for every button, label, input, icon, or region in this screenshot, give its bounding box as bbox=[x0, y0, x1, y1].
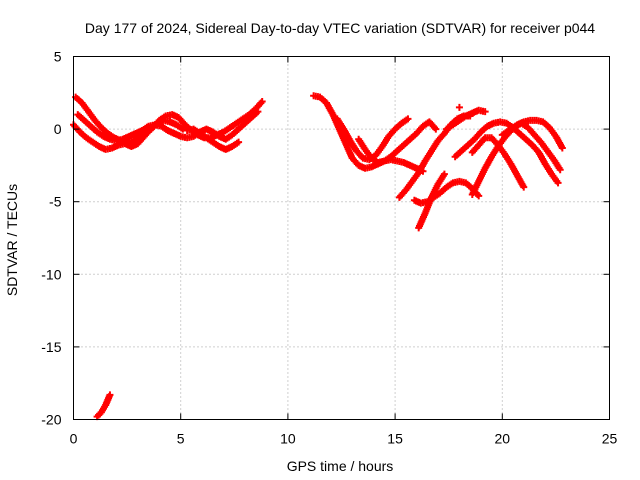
y-tick-label: 5 bbox=[54, 49, 62, 65]
series-track-16 bbox=[93, 391, 114, 421]
x-tick-label: 25 bbox=[602, 431, 618, 447]
x-tick-label: 20 bbox=[495, 431, 511, 447]
x-tick-label: 15 bbox=[387, 431, 403, 447]
data-point bbox=[558, 144, 566, 152]
data-point bbox=[258, 98, 266, 106]
series-track-4 bbox=[183, 125, 243, 153]
data-points bbox=[70, 92, 566, 421]
x-axis-label: GPS time / hours bbox=[287, 458, 394, 474]
chart-title: Day 177 of 2024, Sidereal Day-to-day VTE… bbox=[85, 20, 595, 36]
x-tick-label: 5 bbox=[177, 431, 185, 447]
data-point bbox=[440, 170, 448, 178]
grid-lines bbox=[73, 56, 610, 420]
y-tick-label: -20 bbox=[41, 412, 61, 428]
y-tick-label: 0 bbox=[54, 121, 62, 137]
data-point bbox=[520, 183, 528, 191]
x-tick-label: 0 bbox=[70, 431, 78, 447]
series-track-17 bbox=[455, 103, 463, 111]
series-track-7 bbox=[355, 118, 440, 166]
data-point bbox=[475, 192, 483, 200]
data-point bbox=[481, 108, 489, 116]
x-tick-label: 10 bbox=[280, 431, 296, 447]
y-tick-label: -5 bbox=[49, 194, 62, 210]
data-point bbox=[404, 115, 412, 123]
plot-frame bbox=[73, 56, 610, 420]
series-track-15 bbox=[498, 119, 564, 174]
series-track-5 bbox=[310, 92, 427, 175]
data-point bbox=[106, 391, 114, 399]
data-point bbox=[432, 125, 440, 133]
y-tick-label: -10 bbox=[41, 266, 61, 282]
y-tick-label: -15 bbox=[41, 339, 61, 355]
data-point bbox=[556, 166, 564, 174]
series-track-10 bbox=[415, 170, 448, 232]
data-point bbox=[455, 103, 463, 111]
axis-ticks: 0 5 10 15 20 25 5 0 -5 -10 -15 -20 bbox=[41, 49, 617, 447]
data-point bbox=[254, 108, 262, 116]
data-point bbox=[235, 138, 243, 146]
y-axis-label: SDTVAR / TECUs bbox=[4, 184, 20, 296]
data-point bbox=[554, 179, 562, 187]
series-track-3 bbox=[74, 108, 262, 145]
series-track-11 bbox=[443, 106, 489, 133]
